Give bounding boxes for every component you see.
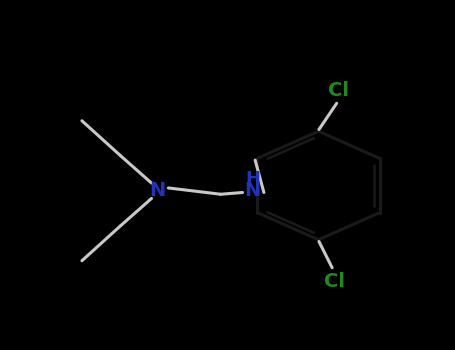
Text: Cl: Cl [329, 82, 349, 100]
Text: H: H [245, 169, 260, 188]
Text: N: N [244, 181, 261, 200]
Text: Cl: Cl [324, 272, 345, 290]
Text: N: N [149, 181, 165, 200]
